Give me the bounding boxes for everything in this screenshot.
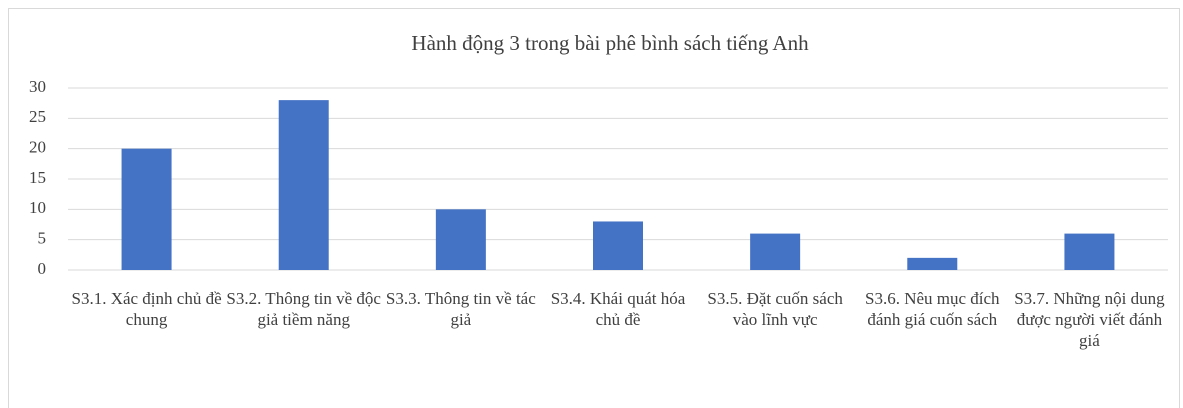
y-tick-label: 15 bbox=[29, 168, 46, 187]
bar bbox=[907, 257, 958, 270]
bar bbox=[435, 209, 486, 270]
x-tick-label: S3.2. Thông tin về độc giả tiềm năng bbox=[226, 289, 381, 329]
x-tick-label: S3.1. Xác định chủ đề chung bbox=[71, 289, 222, 329]
x-tick-label: S3.7. Những nội dung được người viết đán… bbox=[1014, 289, 1165, 350]
x-tick-label: S3.6. Nêu mục đích đánh giá cuốn sách bbox=[864, 289, 1000, 329]
x-tick-label: S3.4. Khái quát hóa chủ đề bbox=[550, 289, 686, 329]
y-tick-label: 5 bbox=[38, 229, 47, 248]
y-tick-label: 20 bbox=[29, 138, 46, 157]
y-tick-label: 30 bbox=[29, 77, 46, 96]
bar bbox=[593, 221, 643, 270]
chart-title: Hành động 3 trong bài phê bình sách tiến… bbox=[411, 31, 809, 55]
bar bbox=[278, 100, 329, 270]
x-tick-label: S3.3. Thông tin về tác giả bbox=[385, 289, 536, 329]
chart-border bbox=[8, 8, 1180, 408]
y-tick-label: 25 bbox=[29, 107, 46, 126]
bar bbox=[121, 148, 172, 270]
x-tick-label: S3.5. Đặt cuốn sách vào lĩnh vực bbox=[707, 289, 843, 329]
y-tick-label: 0 bbox=[38, 259, 47, 278]
bar bbox=[1064, 233, 1115, 270]
y-tick-label: 10 bbox=[29, 198, 46, 217]
bar bbox=[750, 233, 801, 270]
